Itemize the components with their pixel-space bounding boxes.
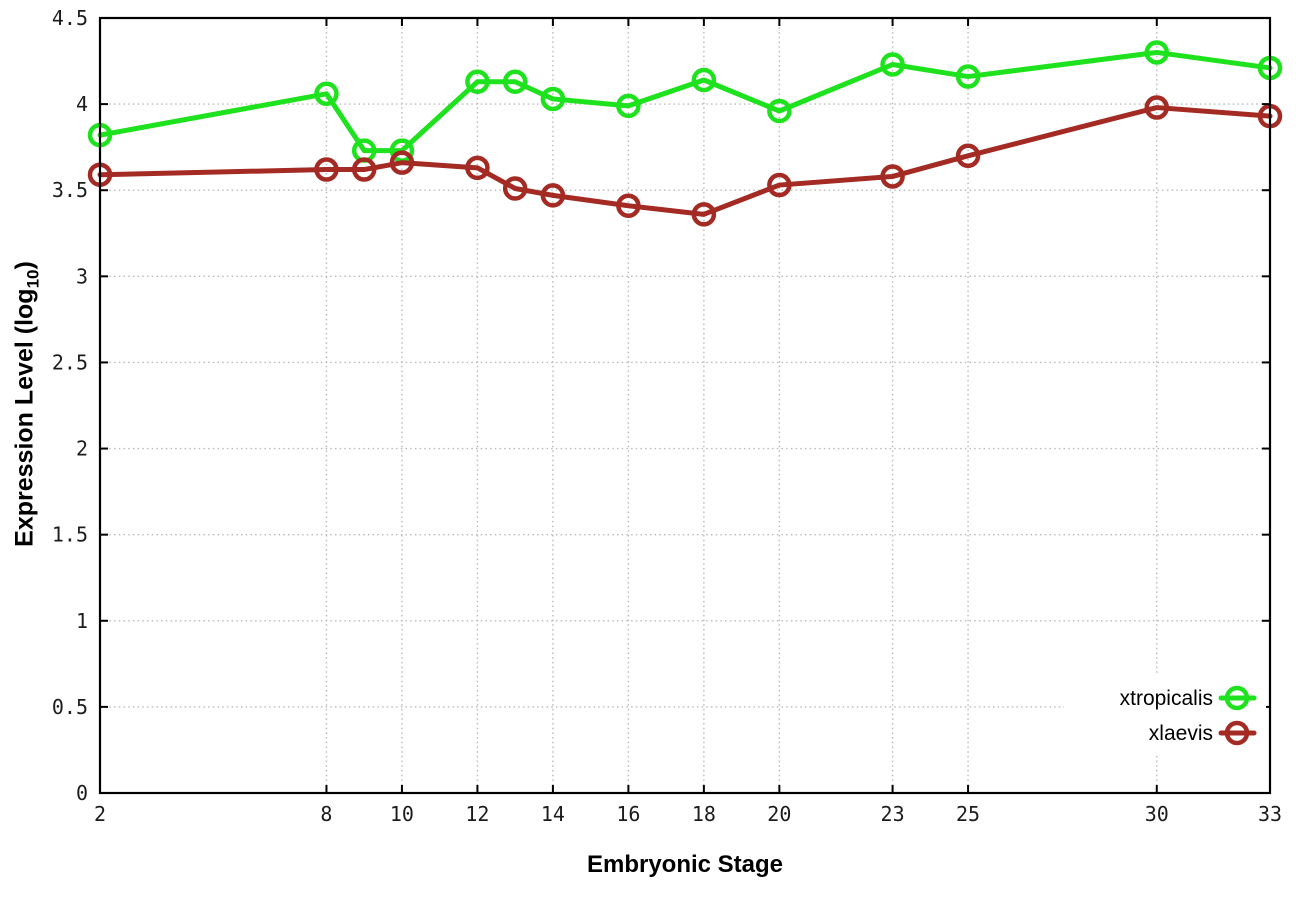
y-tick-label: 1.5 xyxy=(52,523,88,547)
data-point-xlaevis xyxy=(616,193,641,218)
data-point-xlaevis xyxy=(767,172,792,198)
x-tick-label: 2 xyxy=(94,802,106,826)
plot-border xyxy=(98,16,1272,795)
x-tick-label: 20 xyxy=(767,802,791,826)
data-point-xtropicalis xyxy=(465,69,490,94)
y-tick-label: 2 xyxy=(76,437,88,461)
legend-sample-marker-xlaevis xyxy=(1224,720,1250,746)
legend-label-xlaevis: xlaevis xyxy=(1149,722,1213,745)
y-tick-label: 1 xyxy=(76,609,88,633)
tick-label-layer: 2 8 10 12 14 16 18 20 23 25 30 33 0 0.5 1 1.5 2 2.5 3 3.5 4 4… xyxy=(52,6,1282,826)
y-tick-label: 4.5 xyxy=(52,6,88,30)
x-tick-label: 10 xyxy=(390,802,414,826)
x-tick-label: 33 xyxy=(1258,802,1282,826)
x-tick-label: 18 xyxy=(692,802,716,826)
legend: xtropicalis xlaevis xyxy=(1064,675,1266,755)
y-axis-title-subscript: 10 xyxy=(23,269,43,289)
x-tick-label: 30 xyxy=(1145,802,1169,826)
x-tick-label: 8 xyxy=(320,802,332,826)
y-tick-label: 4 xyxy=(76,92,88,116)
data-point-xtropicalis xyxy=(540,86,566,112)
data-point-xlaevis xyxy=(502,176,528,201)
data-point-xtropicalis xyxy=(1144,40,1170,65)
y-tick-label: 0.5 xyxy=(52,695,88,719)
x-tick-label: 16 xyxy=(616,802,640,826)
y-tick-label: 3 xyxy=(76,264,88,288)
data-point-xtropicalis xyxy=(767,98,792,124)
data-point-xlaevis xyxy=(955,143,981,169)
series-line-xtropicalis xyxy=(97,49,1273,154)
data-point-xtropicalis xyxy=(616,93,641,119)
x-tick-label: 25 xyxy=(956,802,980,826)
data-point-xlaevis xyxy=(465,155,490,181)
x-tick-label: 14 xyxy=(541,802,565,826)
x-axis-title: Embryonic Stage xyxy=(587,851,783,878)
data-point-xlaevis xyxy=(351,157,377,182)
y-axis-title: Expression Level (log10) xyxy=(11,261,44,547)
legend-sample-marker-xtropicalis xyxy=(1224,685,1250,711)
series-layer xyxy=(87,40,1283,227)
legend-label-xtropicalis: xtropicalis xyxy=(1120,687,1213,710)
y-tick-label: 0 xyxy=(76,781,88,805)
x-tick-label: 23 xyxy=(881,802,905,826)
data-point-xtropicalis xyxy=(955,64,981,89)
data-point-xtropicalis xyxy=(502,69,528,94)
tick-layer xyxy=(99,17,1271,794)
data-point-xlaevis xyxy=(880,164,905,189)
y-tick-label: 2.5 xyxy=(52,350,88,374)
data-point-xtropicalis xyxy=(880,52,905,77)
data-point-xlaevis xyxy=(389,150,415,175)
y-axis-title-suffix: ) xyxy=(10,261,39,270)
data-point-xlaevis xyxy=(314,157,339,182)
data-point-xtropicalis xyxy=(314,81,339,107)
data-point-xlaevis xyxy=(1144,95,1170,120)
y-tick-label: 3.5 xyxy=(52,178,88,202)
data-point-xtropicalis xyxy=(691,67,717,93)
series-line-xlaevis xyxy=(97,105,1273,217)
y-axis-title-text: Expression Level (log xyxy=(10,288,39,547)
x-tick-label: 12 xyxy=(465,802,489,826)
data-point-xlaevis xyxy=(691,202,717,227)
data-point-xlaevis xyxy=(540,183,566,208)
